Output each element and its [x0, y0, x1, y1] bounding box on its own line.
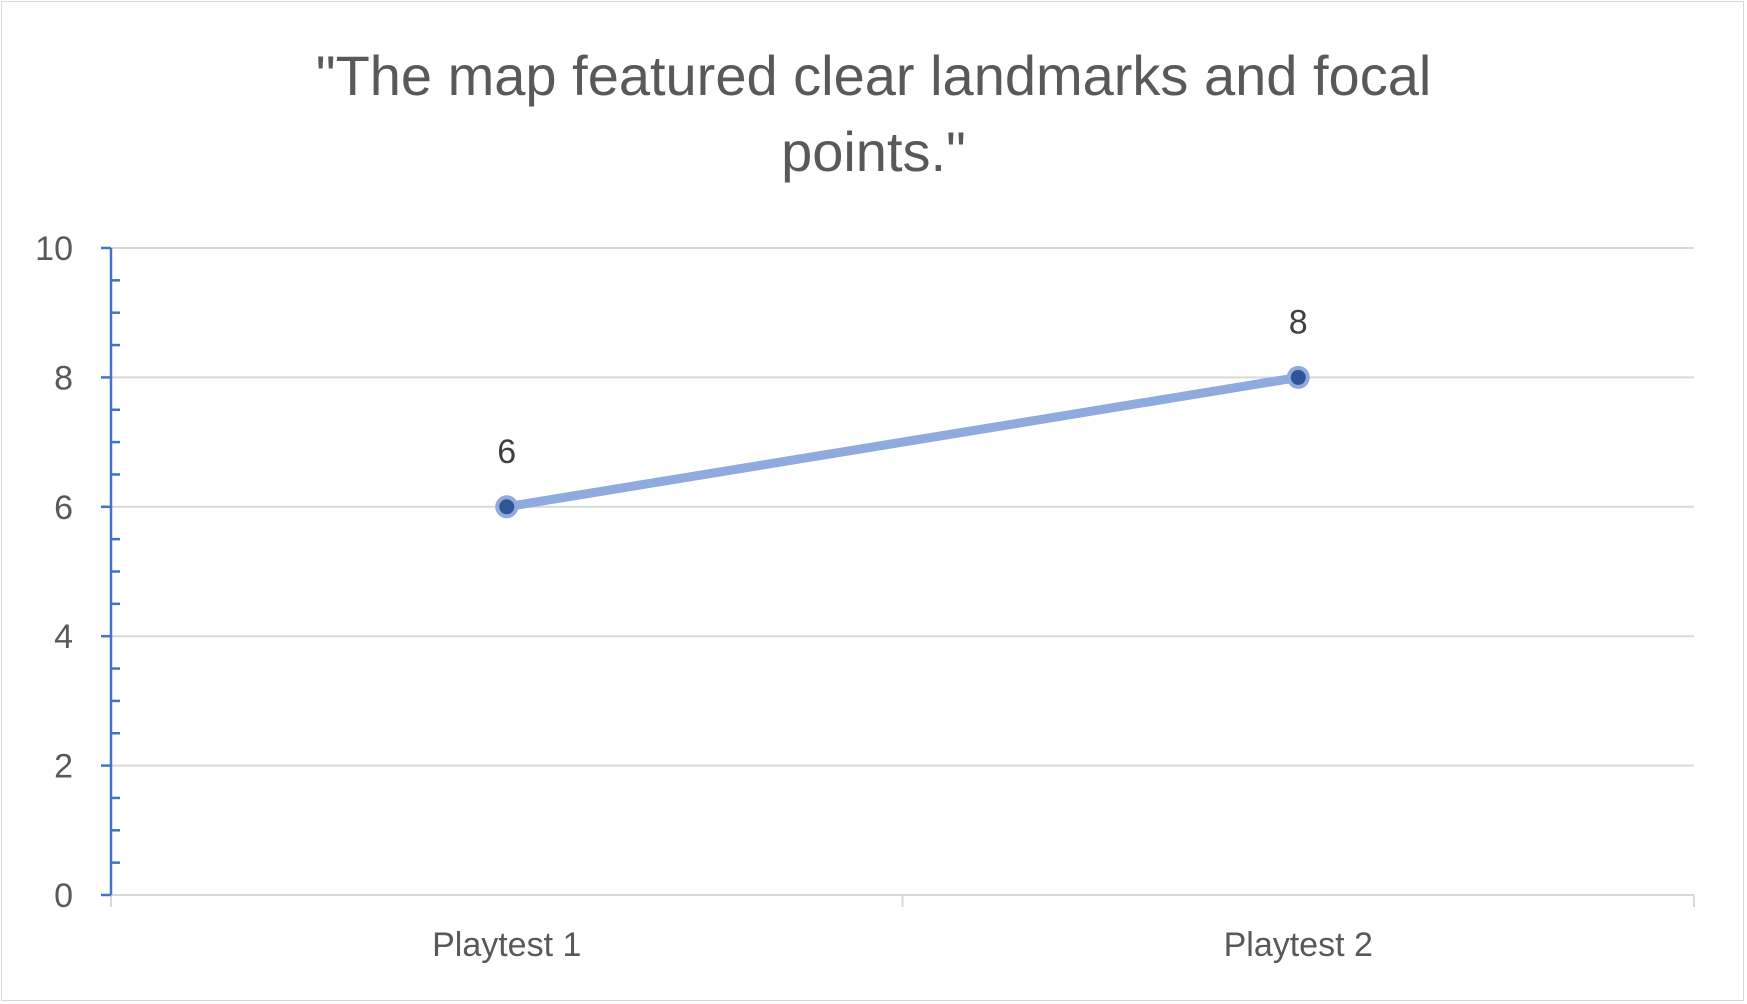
y-tick-label-0: 0 [54, 877, 73, 915]
series-line [502, 372, 1303, 512]
data-label-1: 6 [497, 433, 516, 471]
data-point-1 [495, 495, 519, 519]
chart-title: "The map featured clear landmarks and fo… [0, 38, 1747, 190]
y-tick-label-8: 8 [54, 359, 73, 397]
x-tick-label-1: Playtest 1 [432, 926, 581, 964]
y-tick-label-10: 10 [35, 230, 73, 268]
chart-title-line-2: points." [781, 120, 966, 183]
y-tick-label-6: 6 [54, 489, 73, 527]
data-point-2 [1286, 365, 1310, 389]
x-tick-label-2: Playtest 2 [1224, 926, 1373, 964]
data-label-2: 8 [1289, 303, 1308, 341]
y-tick-label-4: 4 [54, 618, 73, 656]
y-tick-label-2: 2 [54, 748, 73, 786]
chart-title-line-1: "The map featured clear landmarks and fo… [315, 44, 1432, 107]
